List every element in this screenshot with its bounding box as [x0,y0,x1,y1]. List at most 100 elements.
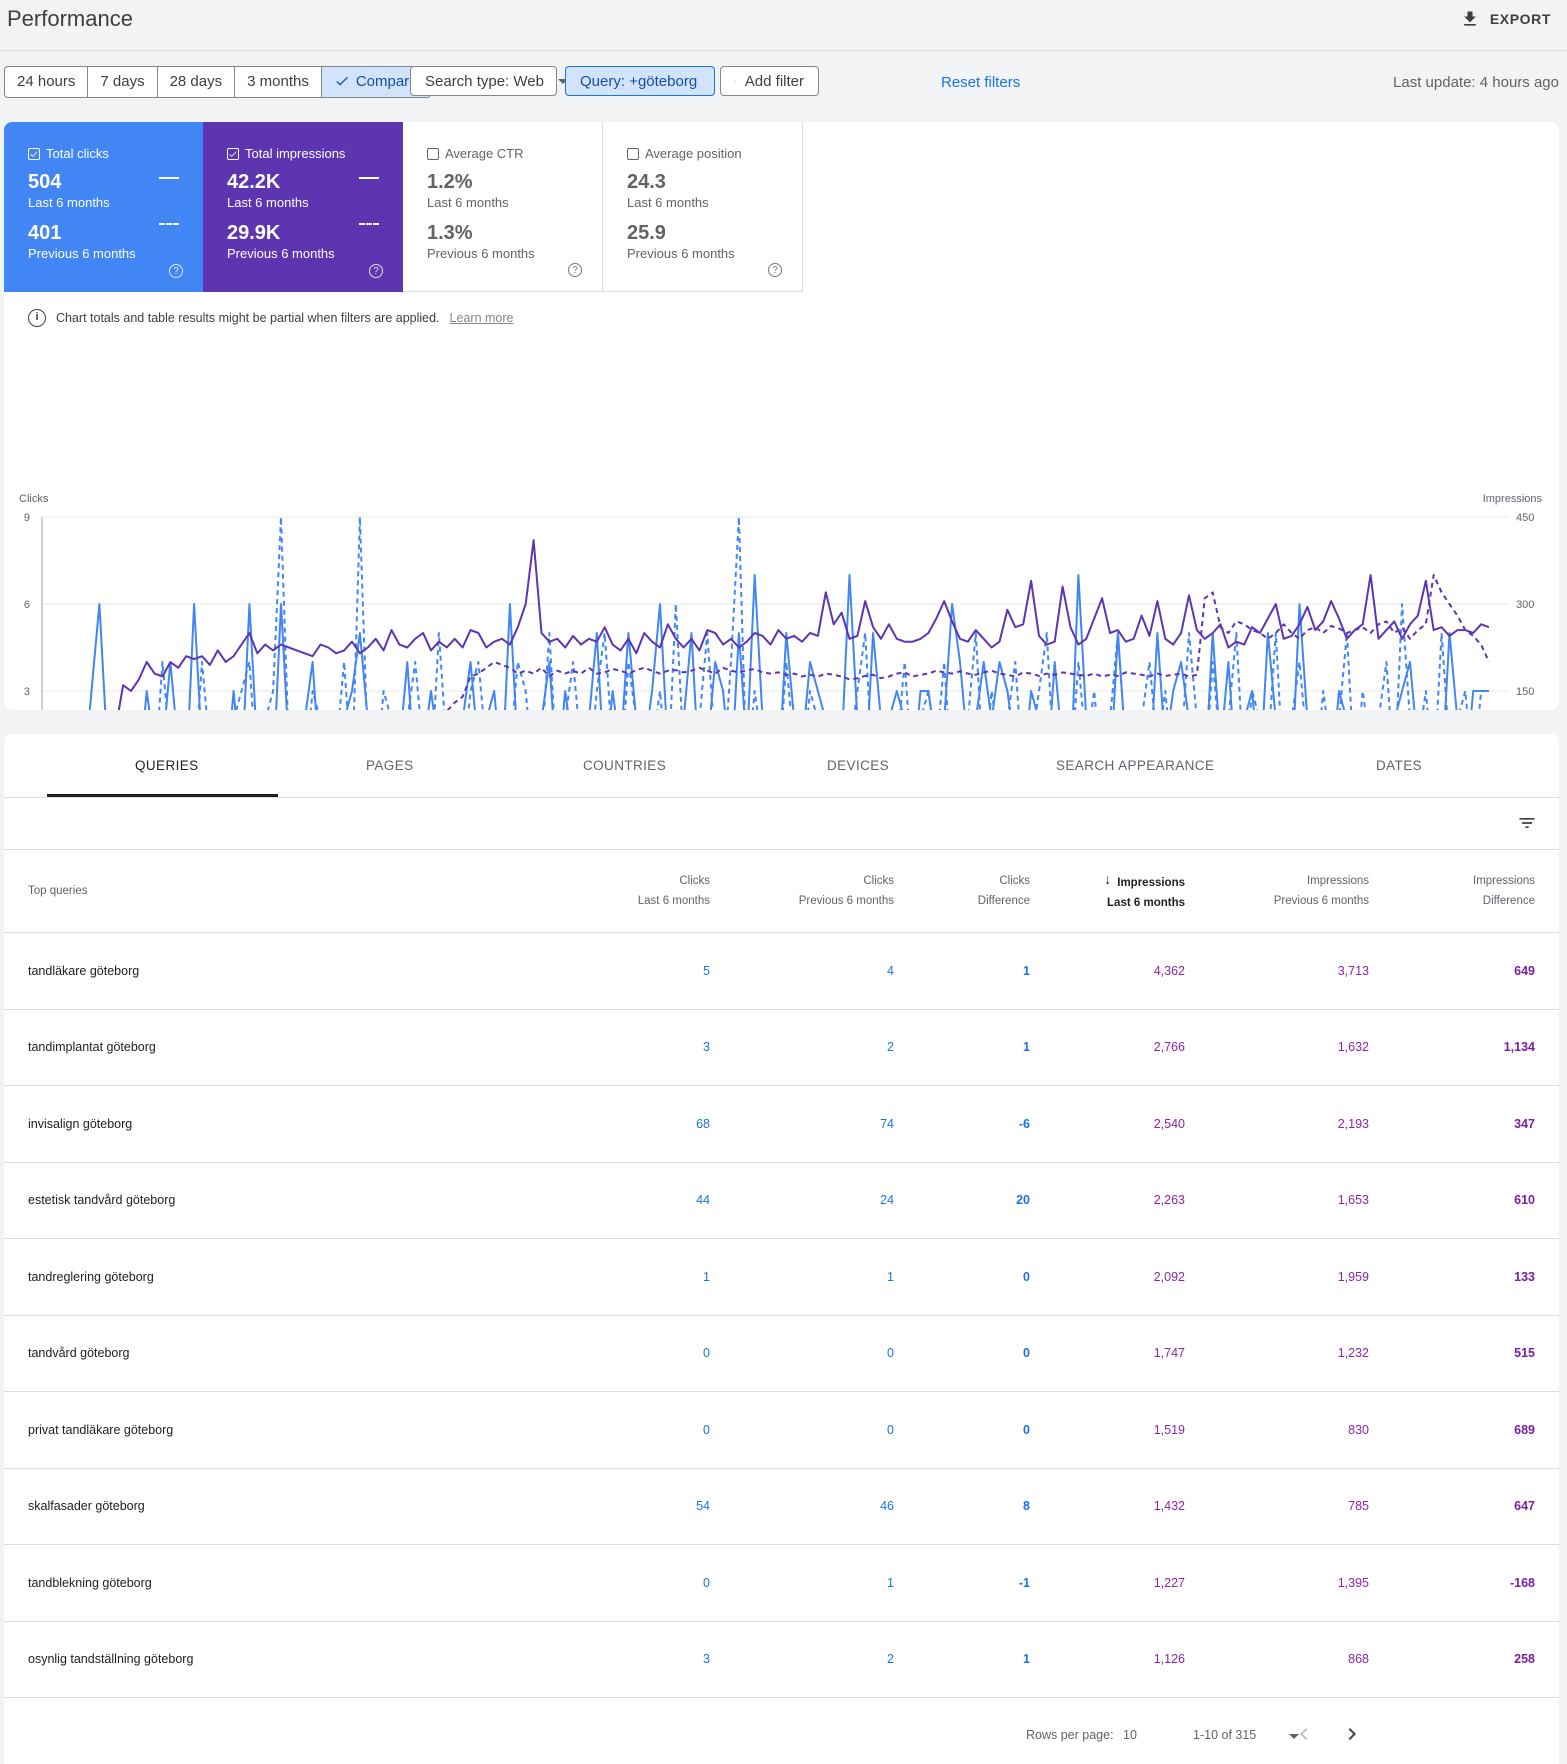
average-ctr-card[interactable]: Average CTR 1.2% Last 6 months 1.3% Prev… [403,122,603,292]
impressions-last-cell: 2,092 [1054,1238,1209,1316]
date-range-24-hours[interactable]: 24 hours [5,67,89,97]
column-header-impressions-last[interactable]: ↓ Impressions Last 6 months [1054,850,1209,933]
tab-queries[interactable]: QUERIES [135,758,199,773]
chevron-left-icon[interactable] [1292,1722,1316,1746]
table-row[interactable]: tandreglering göteborg 1 1 0 2,092 1,959 133 [4,1238,1559,1316]
learn-more-link[interactable]: Learn more [449,311,514,325]
clicks-previous-cell: 2 [734,1009,918,1086]
metric-previous-period: Previous 6 months [28,246,136,261]
clicks-last-cell: 5 [504,932,734,1010]
table-row[interactable]: tandimplantat göteborg 3 2 1 2,766 1,632 1,134 [4,1009,1559,1086]
impressions-previous-cell: 785 [1209,1468,1393,1545]
tab-pages[interactable]: PAGES [366,758,414,773]
impressions-difference-cell: -168 [1393,1544,1559,1622]
table-row[interactable]: estetisk tandvård göteborg 44 24 20 2,263 1,6… [4,1162,1559,1239]
check-icon [336,76,348,86]
metric-current-period: Last 6 months [427,195,509,210]
metric-cards: Total clicks 504 Last 6 months 401 Previ… [4,122,803,292]
impressions-previous-series-line [446,574,1490,710]
column-header-query[interactable]: Top queries [4,850,504,933]
impressions-last-cell: 2,766 [1054,1009,1209,1086]
page-range-text: 1-10 of 315 [1193,1728,1257,1742]
clicks-last-cell: 1 [504,1238,734,1316]
export-button[interactable]: EXPORT [1460,6,1551,32]
table-row[interactable]: osynlig tandställning göteborg 3 2 1 1,126 86… [4,1621,1559,1698]
date-range-7-days[interactable]: 7 days [88,67,158,97]
clicks-previous-cell: 74 [734,1085,918,1163]
chevron-right-icon[interactable] [1340,1722,1364,1746]
filter-list-icon[interactable] [1517,813,1537,833]
table-row[interactable]: tandvård göteborg 0 0 0 1,747 1,232 515 [4,1315,1559,1392]
table-row[interactable]: skalfasader göteborg 54 46 8 1,432 785 647 [4,1468,1559,1545]
dimension-tabs: QUERIES PAGES COUNTRIES DEVICES SEARCH A… [4,734,1559,798]
clicks-previous-cell: 1 [734,1544,918,1622]
table-row[interactable]: privat tandläkare göteborg 0 0 0 1,519 830 689 [4,1391,1559,1469]
clicks-last-cell: 3 [504,1009,734,1086]
help-icon[interactable]: ? [169,264,183,278]
metric-previous-period: Previous 6 months [227,246,335,261]
performance-line-chart: ClicksImpressions00315063009450153045607… [19,493,1543,710]
query-cell: skalfasader göteborg [4,1468,504,1545]
date-range-3-months[interactable]: 3 months [235,67,322,97]
average-position-card[interactable]: Average position 24.3 Last 6 months 25.9… [603,122,803,292]
metric-current-period: Last 6 months [227,195,309,210]
query-filter-label: Query: +göteborg [580,72,698,90]
help-icon[interactable]: ? [768,263,782,277]
rows-per-page-select[interactable]: 10 [1123,1728,1137,1742]
column-header-clicks-previous[interactable]: Clicks Previous 6 months [734,850,918,933]
clicks-last-cell: 44 [504,1162,734,1239]
caret-down-icon[interactable] [1289,1734,1299,1739]
top-bar: Performance EXPORT [0,0,1567,51]
checkbox-checked-icon[interactable] [227,147,239,160]
table-filter-row [4,797,1559,850]
results-table-card: QUERIES PAGES COUNTRIES DEVICES SEARCH A… [4,734,1559,1764]
query-cell: tandimplantat göteborg [4,1009,504,1086]
query-cell: estetisk tandvård göteborg [4,1162,504,1239]
tab-devices[interactable]: DEVICES [827,758,890,773]
help-icon[interactable]: ? [369,264,383,278]
y-tick-left: 9 [24,512,30,524]
metric-label: Total impressions [245,146,346,161]
dashed-line-legend [159,223,179,225]
plus-icon [735,80,737,82]
checkbox-unchecked-icon[interactable] [627,147,639,160]
impressions-previous-cell: 1,232 [1209,1315,1393,1392]
tab-search-appearance[interactable]: SEARCH APPEARANCE [1056,758,1215,773]
total-clicks-card[interactable]: Total clicks 504 Last 6 months 401 Previ… [4,122,203,292]
rows-per-page-label: Rows per page: [1026,1728,1114,1742]
metric-label: Average CTR [445,146,524,161]
tab-dates[interactable]: DATES [1376,758,1423,773]
date-range-28-days[interactable]: 28 days [158,67,236,97]
help-icon[interactable]: ? [568,263,582,277]
search-type-dropdown[interactable]: Search type: Web [410,66,568,96]
y-tick-right: 300 [1516,599,1534,611]
column-header-impressions-previous[interactable]: Impressions Previous 6 months [1209,850,1393,933]
performance-chart-card: Total clicks 504 Last 6 months 401 Previ… [4,122,1559,710]
impressions-previous-cell: 1,632 [1209,1009,1393,1086]
add-filter-button[interactable]: Add filter [720,66,819,96]
clicks-difference-cell: 0 [918,1238,1054,1316]
table-row[interactable]: invisalign göteborg 68 74 -6 2,540 2,193 347 [4,1085,1559,1163]
table-row[interactable]: tandblekning göteborg 0 1 -1 1,227 1,395 -168 [4,1544,1559,1622]
column-header-clicks-difference[interactable]: Clicks Difference [918,850,1054,933]
query-filter-chip[interactable]: Query: +göteborg [565,66,715,96]
query-cell: tandläkare göteborg [4,932,504,1010]
clicks-difference-cell: 1 [918,1009,1054,1086]
column-header-impressions-difference[interactable]: Impressions Difference [1393,850,1559,933]
info-icon: i [28,309,46,327]
tab-countries[interactable]: COUNTRIES [583,758,667,773]
reset-filters-link[interactable]: Reset filters [941,74,1021,91]
clicks-previous-cell: 0 [734,1315,918,1392]
clicks-difference-cell: 0 [918,1391,1054,1469]
sort-descending-icon: ↓ [1104,871,1112,887]
total-impressions-card[interactable]: Total impressions 42.2K Last 6 months 29… [203,122,403,292]
table-row[interactable]: tandläkare göteborg 5 4 1 4,362 3,713 649 [4,932,1559,1010]
impressions-previous-cell: 1,959 [1209,1238,1393,1316]
metric-current-value: 24.3 [627,171,666,193]
checkbox-unchecked-icon[interactable] [427,147,439,160]
clicks-last-cell: 54 [504,1468,734,1545]
checkbox-checked-icon[interactable] [28,147,40,160]
column-header-clicks-last[interactable]: Clicks Last 6 months [504,850,734,933]
impressions-last-cell: 1,227 [1054,1544,1209,1622]
impressions-difference-cell: 689 [1393,1391,1559,1469]
